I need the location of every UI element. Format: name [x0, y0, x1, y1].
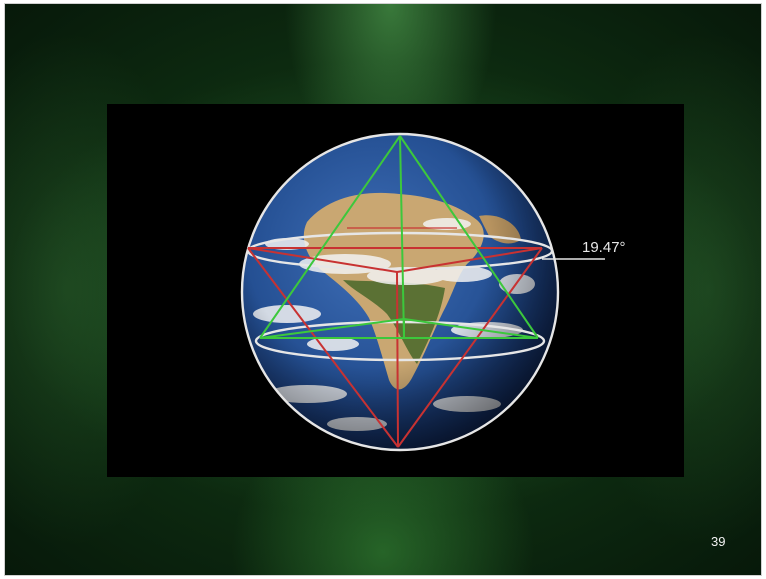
- sphere-outline: [240, 132, 560, 452]
- upward-tetrahedron: [259, 135, 539, 339]
- downward-tetrahedron: [247, 227, 543, 448]
- earth-tetrahedron-svg: [240, 132, 605, 452]
- lower-latitude-ring: [254, 320, 546, 362]
- slide-number: 39: [711, 534, 726, 549]
- star-tetrahedron-earth-figure: 19.47°: [107, 104, 684, 477]
- angle-label: 19.47°: [582, 239, 626, 256]
- upper-latitude-ring: [246, 231, 554, 271]
- slide: 19.47° 39: [5, 4, 761, 575]
